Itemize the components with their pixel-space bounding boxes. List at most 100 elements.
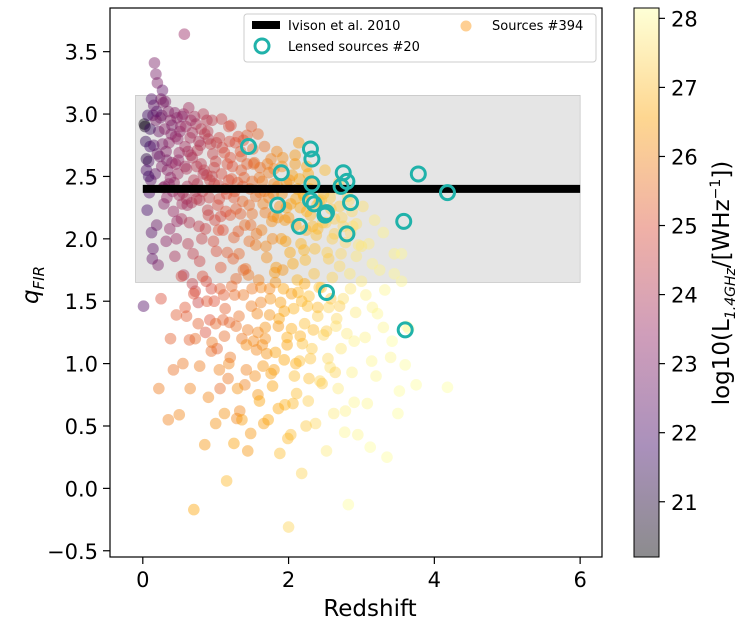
source-point xyxy=(294,330,307,342)
source-point xyxy=(310,229,323,241)
source-point xyxy=(224,351,237,364)
source-point xyxy=(192,317,204,330)
source-point xyxy=(320,445,333,457)
source-point xyxy=(337,292,350,305)
source-point xyxy=(243,199,256,211)
source-point xyxy=(254,161,266,174)
y-tick-label: 2.5 xyxy=(65,165,98,189)
source-point xyxy=(204,138,217,150)
source-point xyxy=(298,244,310,256)
source-point xyxy=(157,97,170,109)
source-point xyxy=(185,196,198,209)
colorbar-ticks: 21 22 23 24 25 26 27 28 xyxy=(659,7,698,515)
colorbar-tick-label: 24 xyxy=(671,284,698,308)
y-tick-label: 1.0 xyxy=(65,353,98,377)
source-point xyxy=(378,284,391,296)
source-point xyxy=(268,364,280,376)
source-point xyxy=(199,223,212,235)
source-point xyxy=(272,402,285,415)
source-point xyxy=(266,380,279,392)
source-point xyxy=(197,108,210,120)
source-point xyxy=(359,331,371,344)
source-point xyxy=(233,248,245,260)
source-point xyxy=(368,214,381,226)
source-point xyxy=(212,199,224,211)
source-point xyxy=(393,385,406,397)
source-point xyxy=(185,149,197,162)
source-point xyxy=(241,445,254,457)
source-point xyxy=(299,254,312,266)
source-point xyxy=(246,208,258,220)
source-point xyxy=(165,128,178,140)
lensed-point xyxy=(338,225,356,243)
source-point xyxy=(184,382,196,395)
source-point xyxy=(213,193,226,205)
source-point xyxy=(203,191,215,204)
source-point xyxy=(182,102,195,114)
source-point xyxy=(327,407,340,420)
source-point xyxy=(282,211,295,224)
source-point xyxy=(145,226,158,239)
source-point xyxy=(171,215,183,228)
source-point xyxy=(161,154,173,167)
source-point xyxy=(141,204,153,216)
source-point xyxy=(214,210,227,223)
source-point xyxy=(287,257,299,270)
colorbar-label: log10(L1.4GHz/[WHz−1]) xyxy=(708,161,739,406)
source-point xyxy=(167,364,180,376)
source-point xyxy=(160,145,172,158)
source-point xyxy=(284,198,297,210)
source-point xyxy=(291,274,304,286)
source-point xyxy=(332,382,344,395)
source-point xyxy=(259,206,272,219)
source-point xyxy=(257,198,269,210)
source-point xyxy=(218,407,231,420)
y-tick-label: 0.5 xyxy=(65,415,98,439)
source-point xyxy=(270,261,282,274)
source-point xyxy=(206,170,218,183)
source-point xyxy=(281,339,293,351)
source-point xyxy=(264,292,277,305)
source-point xyxy=(290,387,303,400)
source-point xyxy=(311,223,324,235)
source-point xyxy=(266,233,279,245)
lensed-point xyxy=(342,194,360,212)
source-point xyxy=(352,428,364,441)
source-point xyxy=(193,360,206,372)
source-point xyxy=(244,427,257,440)
source-point xyxy=(335,342,347,355)
colorbar-label-prefix: log10(L xyxy=(709,319,735,405)
source-point xyxy=(193,135,205,148)
source-point xyxy=(190,160,203,173)
source-point xyxy=(142,170,155,183)
source-point xyxy=(284,428,297,441)
source-point xyxy=(265,153,277,165)
lensed-point xyxy=(303,175,321,193)
legend: Ivison et al. 2010 Sources #394 Lensed s… xyxy=(243,13,597,63)
source-point xyxy=(252,388,264,401)
sources-layer xyxy=(137,28,454,533)
source-point xyxy=(349,306,362,319)
source-point xyxy=(252,326,264,339)
source-point xyxy=(153,125,165,138)
source-point xyxy=(384,351,397,364)
source-point xyxy=(177,108,190,120)
source-point xyxy=(207,235,220,248)
source-point xyxy=(150,105,163,118)
source-point xyxy=(245,120,258,133)
source-point xyxy=(166,156,178,169)
source-point xyxy=(160,235,172,248)
source-point xyxy=(289,149,301,162)
source-point xyxy=(189,285,202,298)
source-point xyxy=(364,441,377,454)
source-point xyxy=(218,330,231,342)
y-axis-title-subscript: FIR xyxy=(30,266,48,289)
source-point xyxy=(344,267,356,280)
source-point xyxy=(177,357,189,370)
source-point xyxy=(211,342,223,355)
source-point xyxy=(239,379,251,391)
colorbar-label-sup: −1 xyxy=(708,179,724,200)
source-point xyxy=(260,251,273,264)
source-point xyxy=(196,270,209,283)
source-point xyxy=(269,276,282,289)
